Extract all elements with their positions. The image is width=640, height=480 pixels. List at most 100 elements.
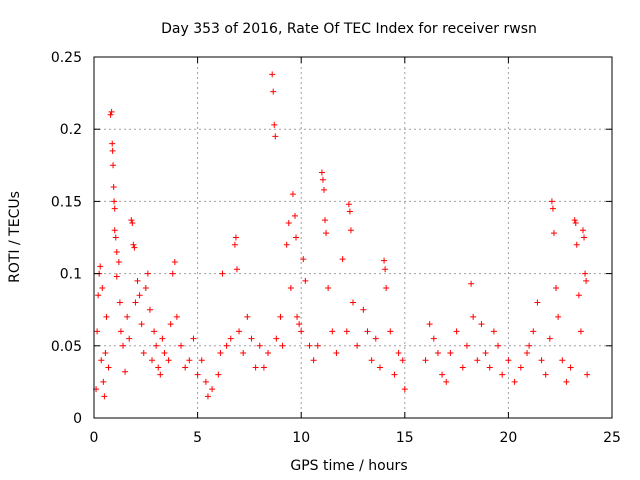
data-point (447, 350, 454, 357)
data-point (100, 378, 107, 385)
data-point (232, 234, 239, 241)
data-point (283, 241, 290, 248)
data-point (116, 299, 123, 306)
data-point (391, 371, 398, 378)
data-point (94, 328, 101, 335)
data-point (204, 393, 211, 400)
data-point (347, 227, 354, 234)
data-point (482, 350, 489, 357)
x-tick-label: 5 (193, 430, 202, 446)
data-point (289, 191, 296, 198)
data-point (319, 176, 326, 183)
data-point (122, 368, 129, 375)
data-point (582, 270, 589, 277)
y-tick-label: 0.05 (51, 339, 82, 355)
data-point (132, 299, 139, 306)
data-point (110, 183, 117, 190)
data-point (146, 306, 153, 313)
data-point (202, 378, 209, 385)
y-tick-label: 0.2 (60, 122, 82, 138)
x-tick-label: 0 (90, 430, 99, 446)
data-point (571, 217, 578, 224)
data-point (325, 285, 332, 292)
data-point (131, 244, 138, 251)
data-point (310, 357, 317, 364)
data-point (109, 147, 116, 154)
data-point (149, 357, 156, 364)
data-point (306, 342, 313, 349)
data-point (99, 285, 106, 292)
data-point (534, 299, 541, 306)
data-point (372, 335, 379, 342)
data-point (524, 350, 531, 357)
data-point (113, 273, 120, 280)
data-point (115, 259, 122, 266)
y-tick-label: 0.1 (60, 267, 82, 283)
data-point (194, 371, 201, 378)
data-point (459, 364, 466, 371)
data-point (339, 256, 346, 263)
data-point (130, 241, 137, 248)
data-point (354, 342, 361, 349)
data-point (159, 335, 166, 342)
plot-frame (93, 56, 613, 419)
data-point (333, 350, 340, 357)
data-point (395, 350, 402, 357)
data-point (165, 357, 172, 364)
data-point (190, 335, 197, 342)
data-point (293, 234, 300, 241)
data-point (499, 371, 506, 378)
data-point (134, 277, 141, 284)
chart-title: Day 353 of 2016, Rate Of TEC Index for r… (161, 21, 537, 37)
data-point (223, 342, 230, 349)
data-point (383, 285, 390, 292)
data-point (318, 169, 325, 176)
data-point (129, 220, 136, 227)
data-point (198, 357, 205, 364)
data-point (151, 328, 158, 335)
data-point (144, 270, 151, 277)
data-point (136, 292, 143, 299)
data-point (302, 277, 309, 284)
data-point (559, 357, 566, 364)
data-point (105, 364, 112, 371)
data-point (97, 263, 104, 270)
y-axis-ticks: 0 0.05 0.1 0.15 0.2 0.25 (51, 50, 612, 427)
data-point (382, 266, 389, 273)
data-point (111, 205, 118, 212)
data-point (548, 198, 555, 205)
data-point (583, 277, 590, 284)
data-point (287, 285, 294, 292)
data-point (563, 378, 570, 385)
data-point (511, 378, 518, 385)
data-point (322, 217, 329, 224)
data-point (555, 313, 562, 320)
data-point (102, 350, 109, 357)
data-point (474, 357, 481, 364)
data-point (463, 342, 470, 349)
data-point (279, 342, 286, 349)
data-point (443, 378, 450, 385)
data-point (298, 328, 305, 335)
y-axis-label: ROTI / TECUs (7, 191, 23, 283)
data-point (314, 342, 321, 349)
y-tick-label: 0.15 (51, 194, 82, 210)
x-axis-ticks: 0 5 10 15 20 25 (90, 57, 621, 446)
data-point (542, 371, 549, 378)
data-point (376, 364, 383, 371)
data-point (573, 241, 580, 248)
data-point (470, 313, 477, 320)
data-point (98, 357, 105, 364)
data-point (227, 335, 234, 342)
grid (94, 57, 612, 418)
data-point (296, 321, 303, 328)
data-point (128, 217, 135, 224)
data-point (112, 234, 119, 241)
data-point (273, 335, 280, 342)
data-point (486, 364, 493, 371)
data-point (101, 393, 108, 400)
data-point (346, 208, 353, 215)
data-point (236, 328, 243, 335)
data-point (505, 357, 512, 364)
y-tick-label: 0 (73, 411, 82, 427)
